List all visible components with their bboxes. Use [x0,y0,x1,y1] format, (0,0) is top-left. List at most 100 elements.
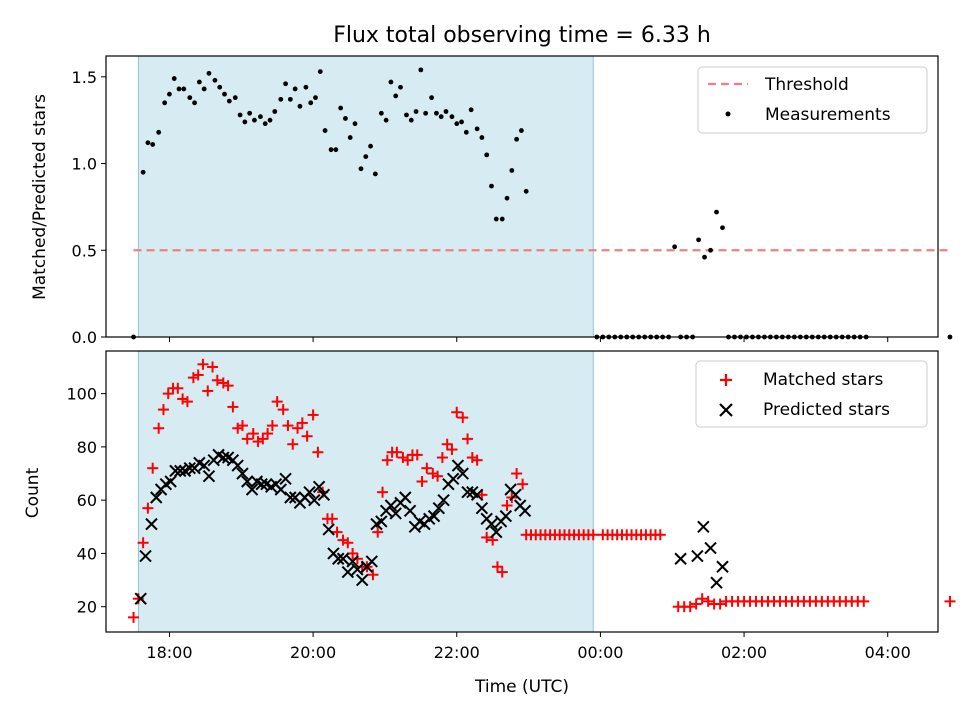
measurement-point [708,247,713,253]
predicted-star-point [150,491,163,504]
matched-star-point [177,393,189,405]
measurement-point [398,84,403,90]
measurement-point [333,147,339,153]
measurement-point [947,334,953,340]
measurement-point [479,135,485,140]
predicted-star-point [245,483,259,496]
measurement-point [232,95,238,101]
predicted-star-point [217,451,230,464]
matched-star-point [462,433,474,445]
matched-star-point [207,361,219,373]
measurement-point [696,237,701,243]
measurement-point [283,81,288,87]
measurement-point [206,70,212,76]
matched-star-points [128,358,956,623]
top-title: Flux total observing time = 6.33 h [333,23,711,48]
measurement-point [383,117,389,123]
predicted-star-point [279,472,292,486]
measurement-point [196,79,202,85]
x-axis-label: Time (UTC) [474,677,569,697]
predicted-star-point [274,483,287,496]
legend-matched-label: Matched stars [763,370,883,390]
x-tick-label: 02:00 [721,643,767,662]
predicted-star-point [403,504,417,518]
predicted-star-point [365,555,378,568]
predicted-star-point [518,504,532,518]
x-tick-label: 04:00 [865,643,911,662]
predicted-star-point [710,576,723,589]
measurement-point [192,100,197,106]
measurement-point [343,116,348,121]
bottom-observing-window [137,350,594,633]
predicted-star-point [169,464,182,478]
predicted-star-point [691,549,704,563]
matched-star-point [702,595,714,607]
measurement-point [372,171,378,177]
predicted-star-point [456,467,469,480]
matched-star-point [331,526,343,538]
top-y-tick-label: 0.5 [72,241,97,260]
matched-star-point [696,593,708,605]
measurement-point [499,216,505,222]
predicted-star-points [134,448,729,605]
predicted-star-point [499,509,513,523]
predicted-star-point [322,523,335,536]
measurement-point [720,225,725,231]
measurement-point [140,169,146,175]
predicted-star-point [231,459,244,472]
measurement-point [429,95,435,101]
bottom-panel: 20 40 60 80 100 18:00 20:00 22:00 00:00 02:00 04:… [23,350,956,697]
matched-star-point [192,369,204,381]
matched-star-point [271,396,283,408]
bottom-y-tick-label: 100 [66,385,97,404]
measurement-point [297,103,303,109]
measurement-point [523,188,529,194]
predicted-star-point [308,493,321,507]
matched-star-point [511,468,523,480]
measurement-point [672,244,678,250]
predicted-star-point [255,477,268,491]
legend-measurements-label: Measurements [765,105,891,125]
predicted-star-point [303,485,316,499]
measurement-point [262,121,268,127]
predicted-star-point [341,565,355,579]
measurement-point [328,147,334,153]
predicted-star-point [475,501,489,515]
matched-star-point [441,438,453,450]
predicted-star-point [485,517,498,531]
matched-star-point [714,598,726,610]
matched-star-point [654,529,666,541]
measurement-point [278,96,284,102]
predicted-star-point [432,501,446,515]
predicted-star-point [202,469,216,483]
measurement-point [363,154,369,160]
measurement-point [454,121,460,127]
matched-star-point [312,446,324,458]
measurement-point [423,110,429,116]
x-tick-label: 22:00 [434,643,480,662]
matched-star-point [337,534,349,546]
predicted-star-point [236,467,249,480]
bottom-legend-box [695,360,928,428]
predicted-star-point [451,459,465,472]
matched-star-point [222,380,234,392]
matched-star-point [301,430,313,442]
matched-star-point [471,454,483,466]
predicted-star-point [183,461,197,475]
measurement-point [242,119,248,125]
matched-star-point [247,428,259,440]
measurement-point [156,129,162,135]
predicted-star-point [446,472,460,486]
matched-star-point [181,396,193,408]
bottom-legend: Matched stars Predicted stars [695,360,928,428]
matched-star-point [326,513,338,525]
measurement-point [267,117,273,123]
measurement-point [474,126,480,132]
matched-star-point [172,382,184,394]
measurement-point [212,77,218,83]
matched-star-point [266,420,278,432]
predicted-star-point [145,517,158,531]
matched-star-point [372,526,384,538]
predicted-star-point [312,480,326,494]
measurement-point [167,91,172,97]
